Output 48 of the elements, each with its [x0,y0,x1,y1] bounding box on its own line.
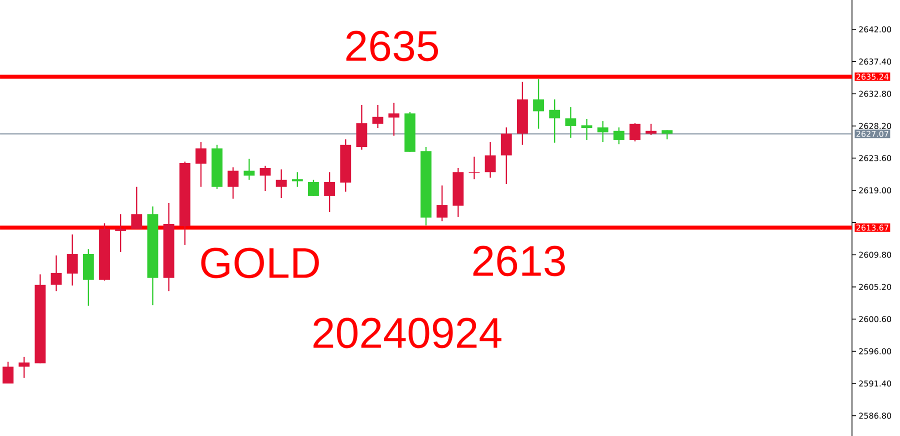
candlestick [308,179,319,197]
candlestick [276,168,287,199]
candlestick [131,186,142,230]
y-tick-label: 2600.60 [859,316,892,322]
candlestick [484,141,496,178]
candlestick [565,106,576,138]
candlestick [228,166,239,200]
candlestick [115,214,126,253]
candlestick [260,165,271,192]
candlestick [662,130,673,140]
candlestick [468,156,480,180]
y-tick-label: 2619.00 [859,187,892,194]
ref-line-label: 2635.24 [856,74,889,80]
candlestick [292,172,303,188]
y-tick-label: 2605.20 [859,284,892,290]
candlestick [646,123,657,136]
candlestick [50,254,62,292]
candlestick [356,104,368,150]
candlestick [549,98,560,144]
candlestick [18,356,30,378]
candlestick [613,126,624,145]
candlestick [597,120,608,143]
y-tick-label: 2623.60 [859,155,892,162]
y-tick-label: 2637.40 [859,58,892,65]
ref-line-label: 2627.07 [856,130,888,137]
y-tick-label: 2642.00 [859,26,892,32]
annotation: 2613 [473,246,565,276]
candlestick [66,234,78,286]
candlestick [372,104,384,129]
candlestick [195,141,206,188]
annotation: GOLD [201,248,319,278]
ref-line-label: 2613.67 [856,224,888,231]
candlestick [436,184,448,222]
y-tick-label: 2609.80 [859,252,892,258]
annotation: 2635 [346,30,438,62]
y-tick-label: 2628.20 [859,122,892,129]
candlestick [2,361,14,384]
y-tick-label: 2591.40 [859,380,892,387]
y-tick-label: 2586.80 [859,412,892,419]
candlestick [244,158,255,180]
y-tick-label: 2632.80 [859,90,892,97]
y-tick-label: 2596.00 [859,348,892,354]
candlestick [533,78,544,130]
candlestick [388,102,400,136]
annotation: 20240924 [314,318,502,348]
candlestick [500,126,512,185]
candlestick [324,172,336,213]
candlestick [630,122,640,142]
